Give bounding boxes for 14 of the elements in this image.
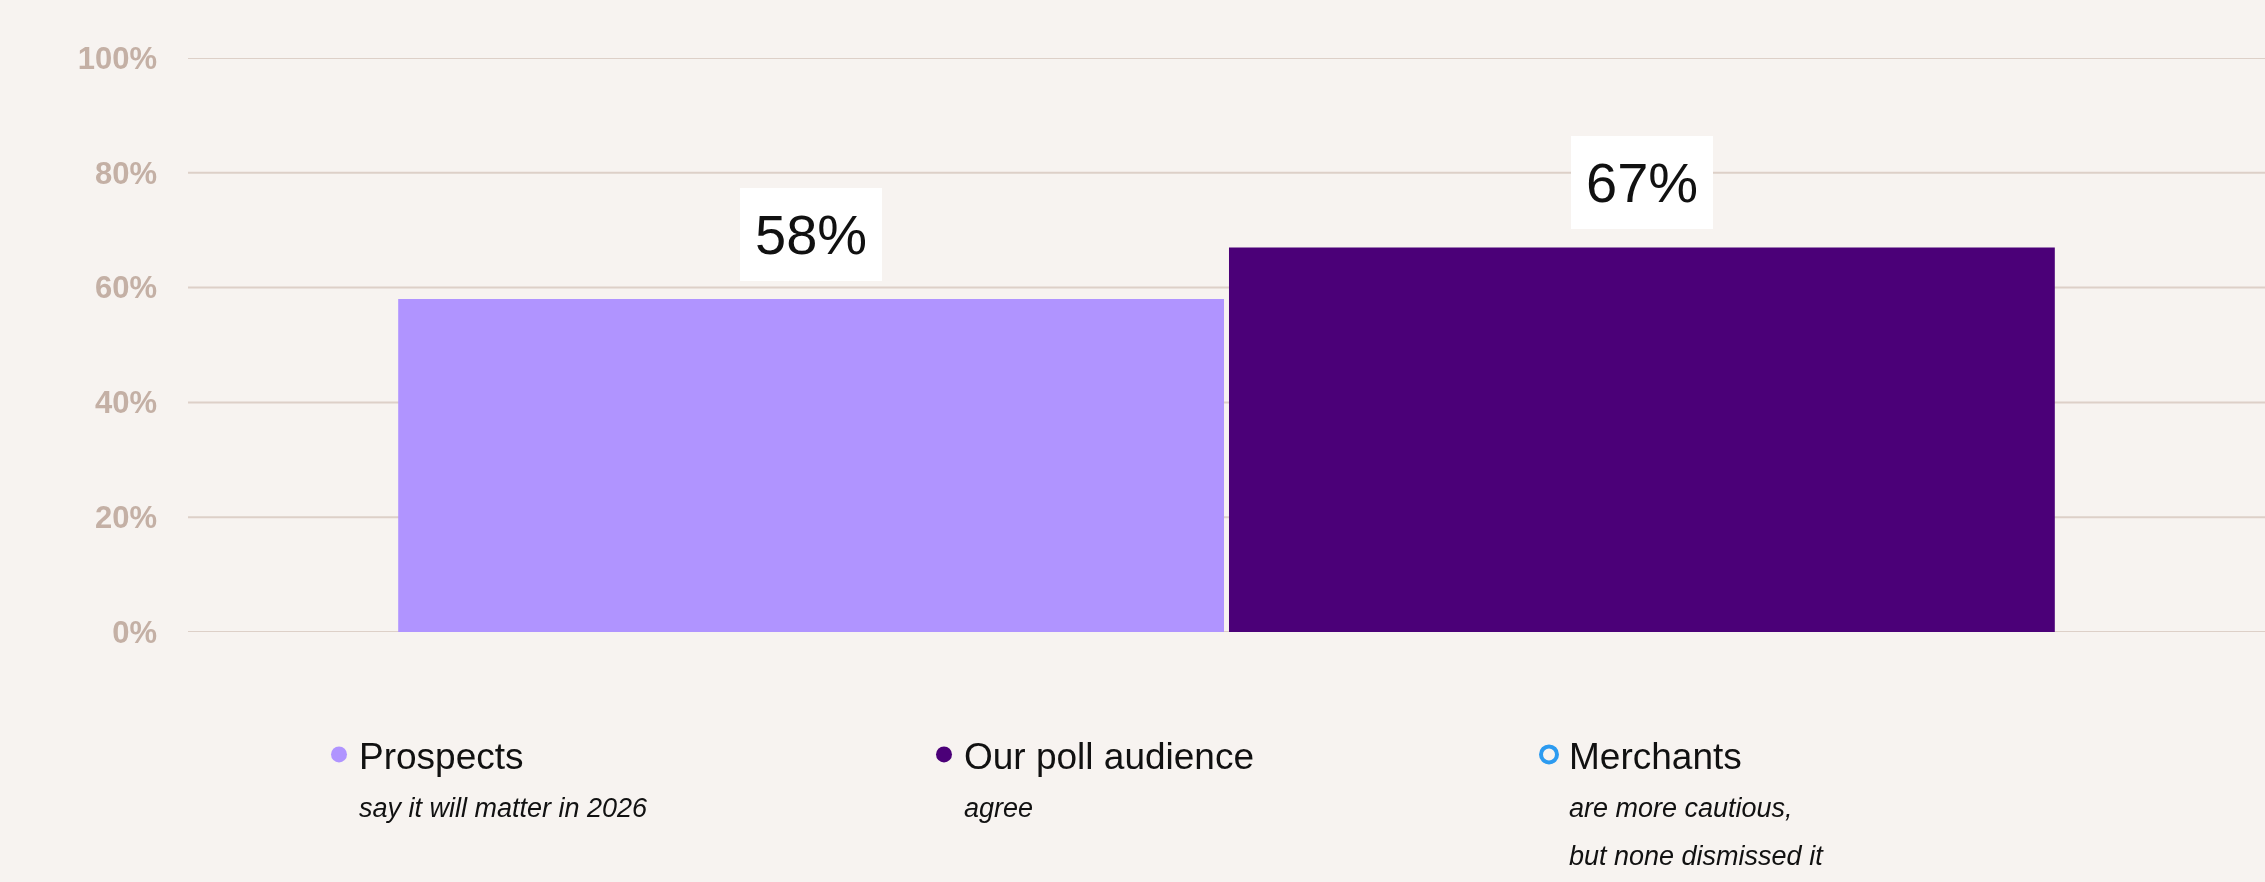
text: agree <box>964 792 1034 823</box>
y-tick-label: 80% <box>94 155 157 191</box>
y-tick-label: 100% <box>77 40 157 76</box>
text: are more cautious, but none dismissed it <box>1569 792 1825 872</box>
legend-label: Prospects <box>359 735 524 777</box>
data-label: 58% <box>755 203 868 266</box>
legend-label: Our poll audience <box>964 735 1255 777</box>
y-tick-label: 60% <box>94 270 157 306</box>
y-tick-label: 40% <box>94 385 157 421</box>
legend-label: Merchants <box>1569 735 1742 777</box>
y-tick-label: 20% <box>94 500 157 536</box>
y-tick-label: 0% <box>112 614 157 650</box>
text: say it will matter in 2026 <box>359 792 649 823</box>
data-label: 67% <box>1586 151 1699 214</box>
